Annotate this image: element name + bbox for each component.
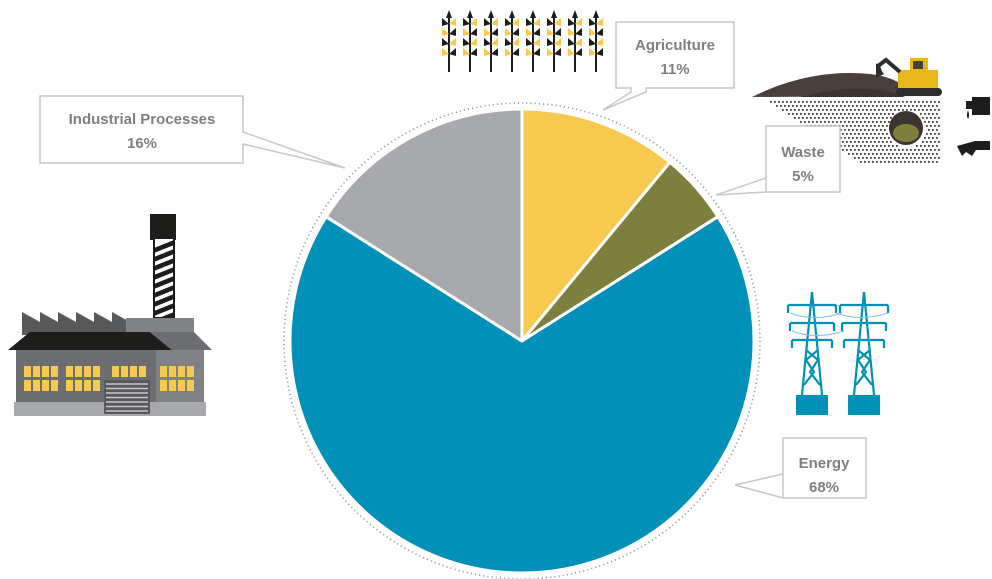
callout-industrial-processes: Industrial Processes 16% <box>39 95 346 169</box>
pie-slice-agriculture <box>520 107 672 343</box>
wheat-icon <box>442 10 603 72</box>
pie-slice-energy <box>288 215 756 575</box>
factory-icon <box>8 214 212 416</box>
callout-agriculture-value: 11% <box>660 61 689 78</box>
callout-industrial-value: 16% <box>127 135 157 152</box>
excavator-landfill-icon <box>752 57 990 163</box>
pie-outer-ring <box>283 102 761 579</box>
callout-waste-label: Waste <box>781 144 825 161</box>
power-pylon-icon <box>786 291 890 415</box>
pie-slices <box>288 107 756 575</box>
pie-slice-industrial-processes <box>324 107 524 343</box>
callout-waste: Waste 5% <box>715 125 841 196</box>
callout-energy: Energy 68% <box>734 437 867 499</box>
callout-waste-value: 5% <box>792 168 814 185</box>
callout-industrial-label: Industrial Processes <box>69 111 216 128</box>
callout-energy-label: Energy <box>799 455 851 472</box>
callout-agriculture: Agriculture 11% <box>602 21 735 111</box>
callout-agriculture-label: Agriculture <box>635 37 715 54</box>
callout-energy-value: 68% <box>809 479 839 496</box>
